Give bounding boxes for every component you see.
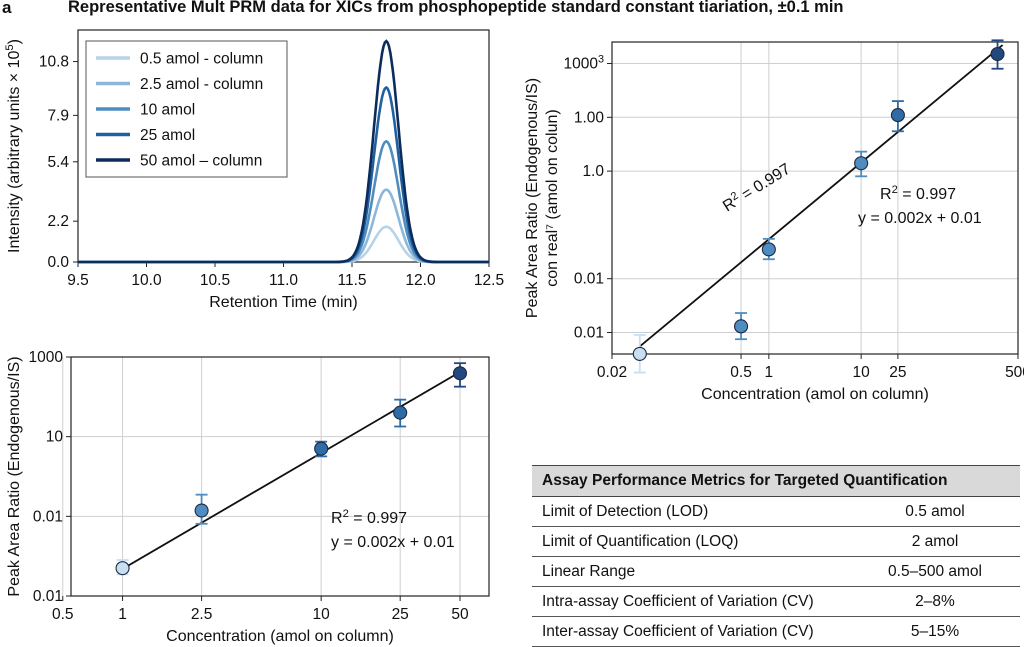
regression-equation: y = 0.002x + 0.01 xyxy=(858,210,982,227)
x-tick-label: 11.0 xyxy=(269,272,298,289)
y-tick-label: 10 xyxy=(46,429,64,446)
plot-frame xyxy=(611,41,1019,355)
x-tick-label: 0.02 xyxy=(597,364,627,381)
x-tick-label: 50 xyxy=(451,606,469,623)
fit-line xyxy=(639,44,1004,348)
legend-label: 25 amol xyxy=(140,127,195,144)
x-tick-label: 0.5 xyxy=(730,364,752,381)
y-tick-label: 1.00 xyxy=(574,109,605,126)
r-squared-label: R2 = 0.997 xyxy=(331,508,407,527)
x-tick-label: 12.5 xyxy=(474,272,504,289)
data-point xyxy=(990,46,1005,62)
metric-value: 2 amol xyxy=(850,526,1020,557)
metric-value: 2–8% xyxy=(850,586,1020,617)
legend-label: 50 amol – column xyxy=(140,153,262,170)
x-tick-label: 10 xyxy=(853,364,871,381)
series-line xyxy=(78,39,489,264)
x-tick-label: 25 xyxy=(392,606,409,623)
x-axis-label: Concentration (amol on column) xyxy=(166,628,394,645)
y-tick-label: 1000 xyxy=(29,349,64,366)
metric-label: Limit of Quantification (LOQ) xyxy=(532,526,850,557)
y-tick-label: 0.0 xyxy=(47,254,69,271)
y-tick-label: 0.01 xyxy=(33,508,63,525)
metric-value: 0.5–500 amol xyxy=(850,556,1020,587)
data-point xyxy=(761,242,776,257)
y-tick-label: 7.9 xyxy=(47,107,69,124)
x-tick-label: 1 xyxy=(765,364,774,381)
y-axis-label: Peak Area Ratio (Endogenous/IS) xyxy=(524,78,541,318)
table-row: Limit of Quantification (LOQ) 2 amol xyxy=(532,526,1020,557)
data-point xyxy=(194,503,209,518)
legend-label: 2.5 amol - column xyxy=(140,76,263,93)
y-axis-label: Intensity (arbitrary units × 105) xyxy=(4,39,23,253)
x-tick-label: 500 xyxy=(1005,364,1024,381)
y-tick-label: 0.01 xyxy=(574,324,604,341)
y-tick-label: 0.01 xyxy=(574,271,604,288)
data-point xyxy=(854,156,869,171)
y-tick-label: 0.01 xyxy=(33,588,63,605)
x-tick-label: 12.0 xyxy=(405,272,436,289)
x-tick-label: 11.5 xyxy=(337,272,366,289)
legend-label: 10 amol xyxy=(140,102,195,119)
plot-frame xyxy=(70,356,490,597)
x-axis-label: Concentration (amol on column) xyxy=(701,386,929,403)
y-axis-label: Peak Area Ratio (Endogenous/IS) xyxy=(6,356,23,596)
panel-letter: a xyxy=(2,0,12,17)
y-tick-label: 2.2 xyxy=(47,213,69,230)
metric-label: Limit of Detection (LOD) xyxy=(532,496,850,527)
metric-label: Inter-assay Coefficient of Variation (CV… xyxy=(532,616,850,647)
metric-label: Linear Range xyxy=(532,556,850,587)
fit-line xyxy=(122,371,461,570)
x-tick-label: 2.5 xyxy=(191,606,213,623)
regression-equation: y = 0.002x + 0.01 xyxy=(331,534,455,551)
x-tick-label: 10 xyxy=(313,606,331,623)
r-squared-label: R2 = 0.997 xyxy=(880,184,956,203)
figure-title: Representative Mult PRM data for XICs fr… xyxy=(68,0,844,16)
y-tick-label: 1.0 xyxy=(582,163,604,180)
x-tick-label: 1 xyxy=(118,606,127,623)
data-point xyxy=(393,405,408,420)
x-tick-label: 10.5 xyxy=(200,272,230,289)
y-tick-label: 10.8 xyxy=(39,54,69,71)
x-tick-label: 9.5 xyxy=(67,272,89,289)
data-point xyxy=(314,441,329,456)
data-point xyxy=(734,319,749,334)
metrics-table-header: Assay Performance Metrics for Targeted Q… xyxy=(532,465,1020,497)
table-row: Inter-assay Coefficient of Variation (CV… xyxy=(532,616,1020,647)
assay-metrics-table: Assay Performance Metrics for Targeted Q… xyxy=(532,465,1020,647)
y-axis-label: con real⁷ (amol on colun) xyxy=(544,109,561,286)
table-row: Linear Range 0.5–500 amol xyxy=(532,556,1020,587)
y-tick-label: 5.4 xyxy=(47,154,69,171)
data-point xyxy=(890,108,905,123)
metric-label: Intra-assay Coefficient of Variation (CV… xyxy=(532,586,850,617)
data-point xyxy=(632,346,647,361)
x-tick-label: 0.5 xyxy=(52,606,74,623)
legend-label: 0.5 amol - column xyxy=(140,51,263,68)
y-tick-label: 10003 xyxy=(563,54,604,73)
data-point xyxy=(452,366,468,381)
table-row: Limit of Detection (LOD) 0.5 amol xyxy=(532,496,1020,527)
x-tick-label: 25 xyxy=(889,364,906,381)
x-axis-label: Retention Time (min) xyxy=(209,294,358,311)
x-tick-label: 10.0 xyxy=(131,272,162,289)
metric-value: 0.5 amol xyxy=(850,496,1020,527)
table-row: Intra-assay Coefficient of Variation (CV… xyxy=(532,586,1020,617)
metric-value: 5–15% xyxy=(850,616,1020,647)
data-point xyxy=(115,561,130,576)
